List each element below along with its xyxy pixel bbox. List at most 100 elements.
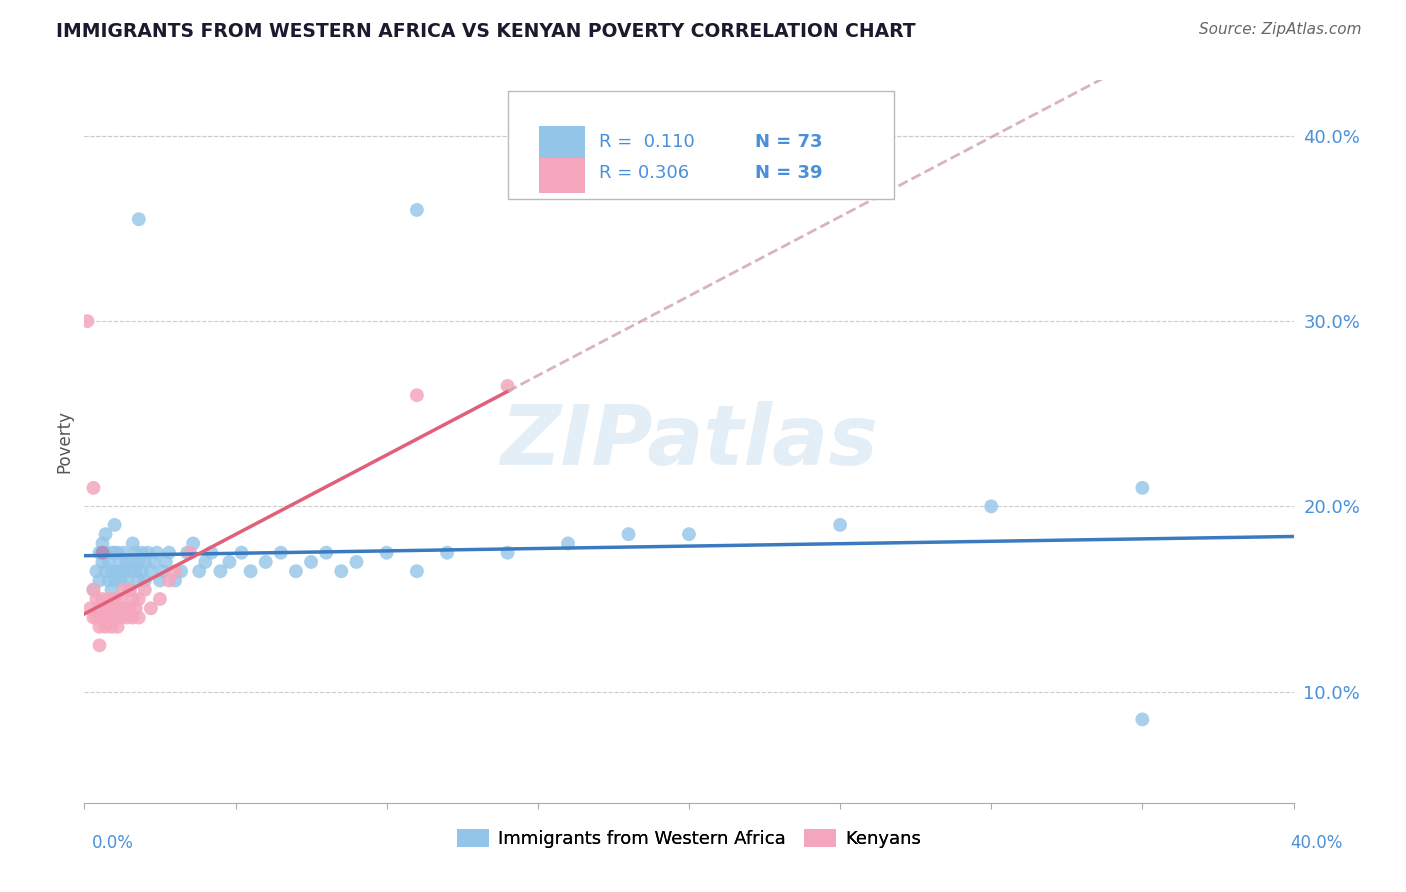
Point [89,601,111,615]
Point [110,574,132,588]
Point [89,638,111,652]
Point [678,527,700,541]
Point [617,527,640,541]
Point [89,620,111,634]
Point [86,564,108,578]
Point [142,555,165,569]
Point [200,546,222,560]
Point [436,546,458,560]
Point [91,592,114,607]
Point [118,582,141,597]
Point [89,546,111,560]
Point [104,610,127,624]
Point [557,536,579,550]
Point [100,620,122,634]
Text: ZIPatlas: ZIPatlas [501,401,877,482]
Point [107,620,129,634]
Text: 0.0%: 0.0% [91,834,134,852]
Point [91,546,114,560]
Point [406,202,429,217]
Point [97,610,120,624]
Point [107,546,129,560]
Point [131,546,153,560]
Point [104,592,127,607]
Point [110,592,132,607]
Point [176,546,198,560]
Point [89,574,111,588]
Point [121,610,143,624]
Point [125,546,148,560]
Text: 40.0%: 40.0% [1291,834,1343,852]
Point [980,500,1002,514]
Point [157,546,180,560]
Point [125,601,148,615]
Point [375,546,398,560]
Point [134,582,156,597]
Legend: Immigrants from Western Africa, Kenyans: Immigrants from Western Africa, Kenyans [450,822,928,855]
Point [136,546,159,560]
Point [100,601,122,615]
Point [218,555,240,569]
Point [149,574,172,588]
Point [115,555,138,569]
Point [299,555,322,569]
Point [194,555,217,569]
Point [346,555,368,569]
Point [165,564,187,578]
Point [181,536,204,550]
Point [285,564,308,578]
Point [496,379,519,393]
Point [91,555,114,569]
Point [128,592,150,607]
Point [82,582,104,597]
Point [82,610,104,624]
Text: R = 0.306: R = 0.306 [599,164,689,183]
Point [165,574,187,588]
Point [86,610,108,624]
Point [100,582,122,597]
Point [104,517,127,532]
Point [231,546,253,560]
Point [110,610,132,624]
Point [125,564,148,578]
Point [118,564,141,578]
Point [104,574,127,588]
Point [239,564,262,578]
Point [128,555,150,569]
Point [134,574,156,588]
Point [139,564,162,578]
Point [118,582,141,597]
Point [100,546,122,560]
Point [94,527,117,541]
Point [830,517,852,532]
Point [104,546,127,560]
Point [112,546,135,560]
FancyBboxPatch shape [508,91,894,200]
Point [94,601,117,615]
FancyBboxPatch shape [538,126,585,161]
Point [121,536,143,550]
Point [496,546,519,560]
Point [79,601,101,615]
Point [152,564,174,578]
Point [82,481,104,495]
Point [315,546,337,560]
Point [134,555,156,569]
Point [1130,713,1153,727]
Point [100,564,122,578]
Point [97,574,120,588]
Point [112,564,135,578]
Text: N = 39: N = 39 [755,164,823,183]
Point [121,592,143,607]
Point [91,536,114,550]
Point [170,564,193,578]
Point [97,555,120,569]
Point [115,574,138,588]
Point [139,601,162,615]
Text: IMMIGRANTS FROM WESTERN AFRICA VS KENYAN POVERTY CORRELATION CHART: IMMIGRANTS FROM WESTERN AFRICA VS KENYAN… [56,22,915,41]
Y-axis label: Poverty: Poverty [55,410,73,473]
Point [115,610,138,624]
Point [157,574,180,588]
Point [97,592,120,607]
Point [270,546,292,560]
